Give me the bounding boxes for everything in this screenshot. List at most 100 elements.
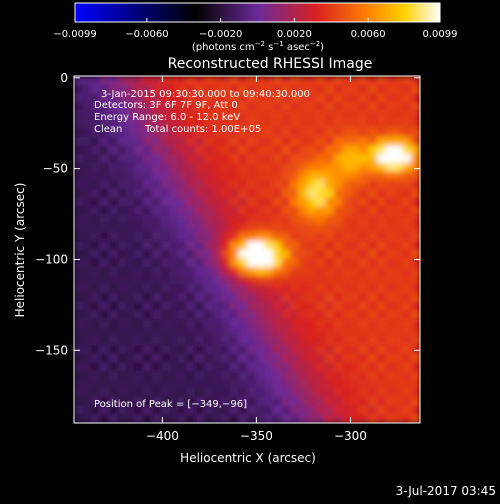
heatmap-cell [134, 327, 144, 337]
heatmap-cell [402, 171, 412, 181]
heatmap-cell [169, 162, 179, 173]
heatmap-cell [394, 180, 404, 190]
heatmap-cell [169, 292, 179, 303]
heatmap-cell [411, 327, 420, 337]
heatmap-cell [221, 258, 231, 268]
heatmap-cell [169, 102, 179, 112]
heatmap-cell [212, 232, 222, 242]
heatmap-cell [316, 232, 326, 242]
heatmap-cell [108, 128, 118, 138]
heatmap-cell [195, 396, 205, 407]
heatmap-cell [385, 327, 395, 337]
heatmap-cell [143, 223, 153, 233]
heatmap-cell [177, 197, 188, 207]
heatmap-cell [264, 318, 274, 329]
heatmap-cell [316, 240, 326, 251]
heatmap-cell [316, 284, 326, 294]
heatmap-cell [125, 370, 136, 381]
heatmap-cell [402, 232, 412, 242]
heatmap-cell [186, 301, 196, 311]
heatmap-cell [281, 180, 291, 190]
heatmap-cell [402, 301, 412, 311]
heatmap-cell [350, 180, 361, 190]
heatmap-cell [125, 344, 136, 355]
heatmap-cell [74, 154, 84, 164]
heatmap-cell [307, 310, 317, 320]
heatmap-cell [160, 84, 170, 94]
heatmap-cell [359, 188, 369, 199]
heatmap-cell [350, 275, 361, 285]
heatmap-cell [169, 266, 179, 277]
heatmap-cell [264, 370, 274, 381]
heatmap-cell [342, 145, 352, 155]
heatmap-cell [99, 102, 110, 112]
heatmap-cell [333, 223, 343, 233]
heatmap-cell [212, 223, 222, 233]
heatmap-cell [238, 362, 248, 372]
heatmap-cell [359, 171, 369, 181]
heatmap-cell [290, 206, 300, 216]
heatmap-cell [394, 136, 404, 147]
heatmap-cell [195, 379, 205, 389]
heatmap-cell [281, 214, 291, 225]
heatmap-cell [117, 284, 127, 294]
heatmap-cell [108, 266, 118, 277]
heatmap-cell [324, 284, 335, 294]
heatmap-cell [91, 119, 101, 129]
heatmap-cell [160, 275, 170, 285]
heatmap-cell [177, 318, 188, 329]
heatmap-cell [238, 379, 248, 389]
heatmap-cell [333, 266, 343, 277]
heatmap-cell [160, 223, 170, 233]
heatmap-cell [151, 405, 162, 415]
heatmap-cell [350, 318, 361, 329]
heatmap-cell [281, 284, 291, 294]
heatmap-cell [169, 344, 179, 355]
heatmap-cell [307, 136, 317, 147]
heatmap-cell [394, 249, 404, 259]
heatmap-cell [359, 301, 369, 311]
heatmap-cell [203, 171, 213, 181]
heatmap-cell [385, 110, 395, 120]
heatmap-cell [212, 136, 222, 147]
heatmap-cell [264, 284, 274, 294]
heatmap-cell [238, 266, 248, 277]
heatmap-cell [247, 188, 257, 199]
heatmap-cell [91, 154, 101, 164]
heatmap-cell [281, 119, 291, 129]
footer-timestamp: 3-Jul-2017 03:45 [396, 484, 496, 498]
heatmap-cell [177, 162, 188, 173]
heatmap-cell [376, 405, 386, 415]
heatmap-cell [177, 266, 188, 277]
heatmap-cell [333, 84, 343, 94]
heatmap-cell [195, 388, 205, 398]
heatmap-cell [247, 84, 257, 94]
heatmap-cell [385, 145, 395, 155]
heatmap-cell [307, 223, 317, 233]
heatmap-cell [117, 206, 127, 216]
heatmap-cell [177, 336, 188, 346]
heatmap-cell [91, 344, 101, 355]
heatmap-cell [281, 136, 291, 147]
heatmap-cell [74, 405, 84, 415]
heatmap-cell [307, 362, 317, 372]
heatmap-cell [385, 93, 395, 103]
heatmap-cell [203, 292, 213, 303]
heatmap-cell [368, 370, 378, 381]
heatmap-cell [143, 336, 153, 346]
heatmap-cell [221, 180, 231, 190]
heatmap-cell [394, 318, 404, 329]
heatmap-cell [177, 249, 188, 259]
heatmap-cell [376, 301, 386, 311]
x-tick-label: −350 [240, 429, 273, 443]
heatmap-cell [281, 93, 291, 103]
heatmap-cell [238, 180, 248, 190]
heatmap-cell [264, 76, 274, 86]
heatmap-cell [169, 379, 179, 389]
heatmap-cell [169, 301, 179, 311]
heatmap-cell [316, 266, 326, 277]
heatmap-cell [99, 110, 110, 120]
heatmap-cell [195, 171, 205, 181]
heatmap-cell [350, 379, 361, 389]
heatmap-cell [82, 197, 92, 207]
